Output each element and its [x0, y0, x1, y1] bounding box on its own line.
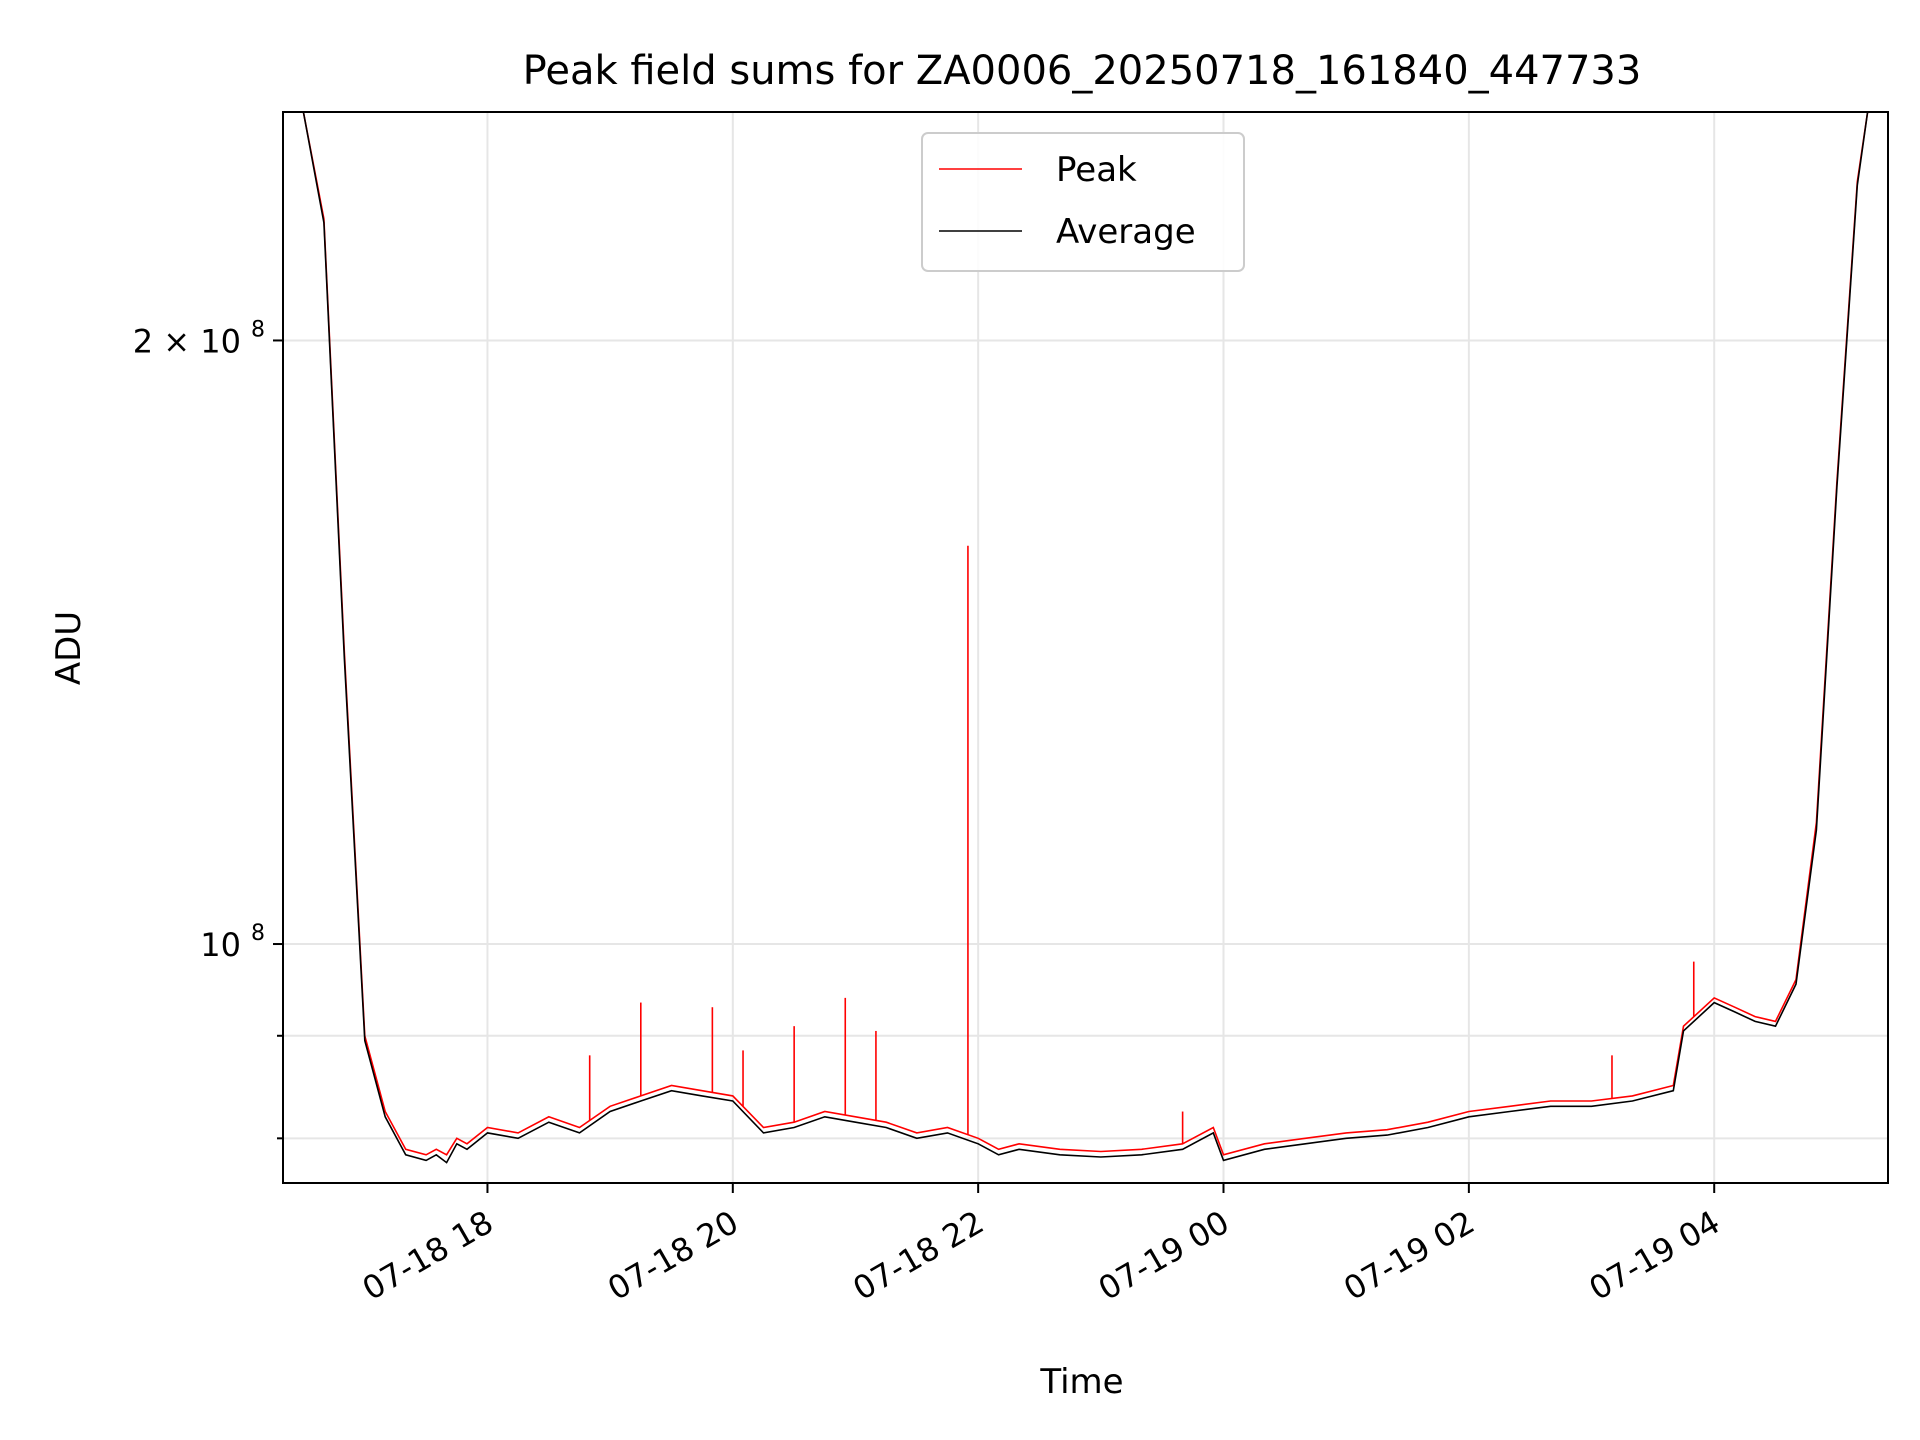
y-axis-ticks: 2 × 10 8 10 8 [133, 317, 283, 1140]
legend: Peak Average [921, 132, 1245, 272]
series-line-average [302, 112, 1869, 1164]
series-line-peak [302, 112, 1869, 1156]
legend-average-label: Average [1056, 212, 1196, 252]
chart-title: Peak field sums for ZA0006_20250718_1618… [523, 48, 1642, 94]
y-tick-label-base: 2 × 10 [133, 322, 241, 360]
y-tick-label-exponent: 8 [251, 921, 265, 946]
plot-area-frame [282, 111, 1889, 1184]
plot-series [302, 112, 1869, 1164]
legend-peak-label: Peak [1056, 150, 1137, 190]
y-tick-label: 10 [200, 926, 241, 964]
y-axis-label: ADU [49, 611, 89, 685]
legend-box [921, 132, 1245, 272]
x-axis-label: Time [1039, 1362, 1123, 1402]
y-tick-label: 2 × 10 [133, 322, 241, 360]
grid [283, 112, 1888, 1183]
y-tick-label-exponent: 8 [251, 317, 265, 342]
y-tick-label-base: 10 [200, 926, 241, 964]
